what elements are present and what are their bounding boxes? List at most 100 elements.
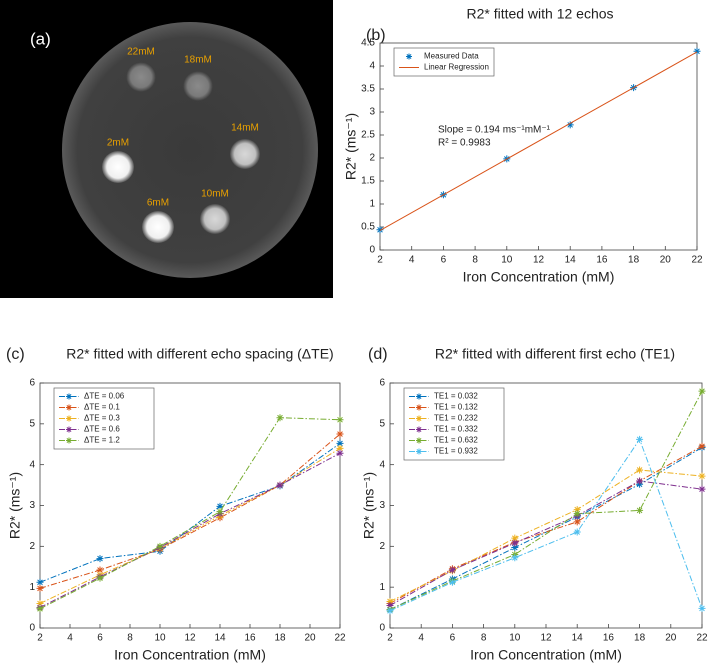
panel-label: (d) (368, 346, 388, 363)
marker (276, 481, 284, 489)
spot-labels: 22mM 18mM 14mM 2mM 6mM 10mM (107, 47, 259, 209)
marker (698, 604, 706, 612)
series-line (389, 390, 703, 611)
x-tick-label: 22 (696, 633, 708, 644)
marker (156, 542, 164, 550)
y-tick-label: 4 (29, 459, 35, 470)
legend-label: ΔTE = 1.2 (84, 436, 120, 445)
x-tick-label: 4 (418, 633, 424, 644)
marker (698, 387, 706, 395)
legend-label: Measured Data (424, 52, 479, 61)
spot (183, 71, 213, 101)
marker (276, 414, 284, 422)
x-axis-label: Iron Concentration (mM) (470, 647, 622, 663)
y-tick-label: 2 (379, 541, 385, 552)
series-line (379, 51, 698, 231)
chart-title: R2* fitted with different echo spacing (… (66, 346, 333, 362)
y-tick-label: 6 (29, 378, 35, 389)
legend-marker (416, 448, 422, 455)
spot (230, 139, 260, 169)
x-tick-label: 8 (127, 633, 133, 644)
y-tick-label: 0 (29, 623, 35, 634)
x-tick-label: 16 (244, 633, 256, 644)
marker (216, 502, 224, 510)
spot (142, 211, 174, 243)
image-panel: (a) 22mM 18mM 14mM 2mM 6mM 10mM (0, 0, 333, 298)
legend-label: ΔTE = 0.1 (84, 403, 120, 412)
x-tick-label: 6 (441, 255, 447, 266)
series-line (389, 480, 703, 606)
marker (698, 472, 706, 480)
legend-box (393, 47, 495, 77)
x-tick-label: 18 (274, 633, 286, 644)
y-tick-label: 1.5 (361, 176, 375, 187)
series-line (39, 452, 341, 609)
marker (636, 506, 644, 514)
plot-area (379, 42, 698, 251)
marker (336, 430, 344, 438)
spot (200, 204, 230, 234)
marker (511, 554, 519, 562)
x-tick-label: 10 (154, 633, 166, 644)
marker (573, 528, 581, 536)
x-tick-label: 12 (540, 633, 552, 644)
chart: (c) R2* fitted with different echo spacin… (6, 346, 346, 663)
y-axis-label: R2* (ms⁻¹) (343, 113, 359, 180)
legend-marker (66, 393, 72, 400)
annotation: Slope = 0.194 ms⁻¹mM⁻¹ (438, 125, 551, 136)
legend-label: TE1 = 0.932 (434, 447, 478, 456)
y-axis-label: R2* (ms⁻¹) (7, 472, 23, 539)
y-tick-label: 4 (379, 459, 385, 470)
y-tick-label: 0.5 (361, 222, 375, 233)
marker (573, 506, 581, 514)
x-axis-label: Iron Concentration (mM) (114, 647, 266, 663)
x-tick-label: 14 (214, 633, 226, 644)
marker (511, 539, 519, 547)
y-tick-label: 3.5 (361, 84, 375, 95)
spot-label: 10mM (201, 189, 229, 200)
marker (511, 544, 519, 552)
x-tick-label: 14 (565, 255, 577, 266)
marker (636, 435, 644, 443)
x-tick-label: 2 (377, 255, 383, 266)
marker (636, 466, 644, 474)
chart: (d) R2* fitted with different first echo … (361, 346, 708, 663)
legend-marker (66, 437, 72, 444)
spot (126, 62, 156, 92)
series-line (389, 445, 703, 604)
spot-label: 22mM (127, 47, 155, 58)
legend-label: Linear Regression (424, 63, 489, 72)
marker (566, 121, 574, 129)
legend-label: TE1 = 0.332 (434, 425, 478, 434)
y-tick-label: 3 (379, 500, 385, 511)
marker (36, 600, 44, 607)
chart-title: R2* fitted with 12 echos (466, 6, 613, 22)
series-line (39, 417, 341, 610)
y-tick-label: 3 (369, 107, 375, 118)
series-line (389, 438, 703, 612)
y-tick-label: 4 (369, 61, 375, 72)
x-tick-label: 10 (501, 255, 513, 266)
marker (96, 566, 104, 574)
legend-marker (406, 53, 412, 60)
y-tick-label: 1 (379, 582, 385, 593)
panel-label: (b) (366, 27, 386, 44)
legend-marker (416, 393, 422, 400)
x-tick-label: 16 (603, 633, 615, 644)
x-tick-label: 12 (184, 633, 196, 644)
x-tick-label: 18 (634, 633, 646, 644)
x-tick-label: 18 (628, 255, 640, 266)
marker (336, 439, 344, 447)
phantom (62, 22, 318, 278)
legend-marker (416, 426, 422, 433)
x-tick-label: 14 (572, 633, 584, 644)
legend-marker (66, 415, 72, 422)
x-tick-label: 22 (691, 255, 703, 266)
legend-label: ΔTE = 0.06 (84, 392, 125, 401)
y-tick-label: 0 (369, 245, 375, 256)
y-tick-label: 5 (29, 418, 35, 429)
marker (96, 574, 104, 582)
marker (336, 416, 344, 424)
panel-label: (c) (6, 346, 25, 363)
